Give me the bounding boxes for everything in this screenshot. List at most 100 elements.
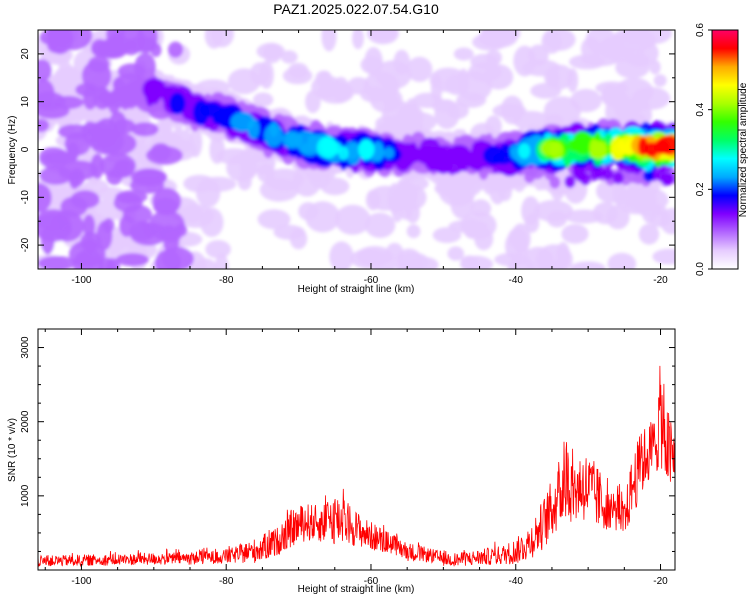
spectrogram-cell <box>84 237 96 253</box>
spectrogram-cell <box>148 89 161 105</box>
spectrogram-cell <box>523 246 554 269</box>
spectrogram-cell <box>429 67 468 93</box>
spectrogram-cell <box>524 213 540 233</box>
spectrogram-cell <box>383 147 395 159</box>
spectrogram-cell <box>70 190 100 209</box>
spectrogram-y-axis-label: Frequency (Hz) <box>7 116 18 185</box>
spectrogram-cell <box>589 138 599 158</box>
spectrogram-cell <box>434 179 471 198</box>
spectrogram-cell <box>256 42 285 60</box>
spectrogram-cell <box>359 140 373 161</box>
spectrogram-cell <box>237 173 252 191</box>
spectrogram-cell <box>493 152 514 165</box>
spectrogram-cell <box>305 90 321 114</box>
spectrogram-cell <box>321 30 337 52</box>
snr-x-tick-label: -80 <box>219 576 234 587</box>
snr-x-axis-label: Height of straight line (km) <box>298 584 415 595</box>
spectrogram-cell <box>90 39 109 57</box>
spectrogram-cell <box>434 99 460 130</box>
spectrogram-cell <box>338 146 349 161</box>
spectrogram-cell <box>282 67 313 85</box>
spectrogram-cell <box>205 240 231 259</box>
spectrogram-cell <box>191 156 207 179</box>
spectrogram-cell <box>247 118 260 139</box>
snr-x-tick-label: -60 <box>364 576 379 587</box>
spectrogram-cell <box>38 183 52 213</box>
spectrogram-cell <box>38 91 66 111</box>
spectrogram-cell <box>486 174 504 189</box>
spectrogram-cell <box>614 77 654 106</box>
spectrogram-x-axis: -100 -80 -60 -40 -20 <box>44 30 668 286</box>
spectrogram-cell <box>505 230 529 262</box>
spectrogram-cell <box>167 41 184 58</box>
figure-title: PAZ1.2025.022.07.54.G10 <box>273 1 439 17</box>
spectrogram-cell <box>575 138 590 151</box>
spectrogram-cell <box>295 130 317 154</box>
spectrogram-cell <box>605 98 625 126</box>
spectrogram-cell <box>540 140 561 156</box>
spectrogram-cell <box>305 201 341 233</box>
spectrogram-cell <box>321 136 333 155</box>
spectrogram-cell <box>360 56 384 74</box>
spectrogram-cell <box>100 37 136 54</box>
spectrogram-cell <box>602 167 614 181</box>
spectrogram-cell <box>195 79 230 96</box>
spectrogram-cell <box>570 88 602 113</box>
colorbar: 0.0 0.2 0.4 0.6 Normalized spectral amplitu… <box>695 23 749 276</box>
spectrogram-cell <box>129 222 169 246</box>
spectrogram-cell <box>183 174 216 193</box>
snr-y-tick-label: 3000 <box>20 336 31 359</box>
spectrogram-cell <box>617 30 657 52</box>
spectrogram-cell <box>460 211 497 240</box>
colorbar-label: Normalized spectral amplitude <box>738 82 749 217</box>
spectrogram-cell <box>624 139 634 156</box>
spectrogram-cell <box>459 255 494 269</box>
spectrogram-cell <box>257 209 291 230</box>
spectrogram-cell <box>612 171 624 185</box>
spectrogram-cell <box>204 30 224 49</box>
spectrogram-cell <box>39 166 73 185</box>
spectrogram-cell <box>649 59 661 75</box>
spectrogram-cell <box>567 68 579 93</box>
spectrogram-cell <box>660 208 675 235</box>
spectrogram-cell <box>663 172 675 185</box>
spectrogram-cell <box>146 146 183 165</box>
colorbar-tick-label: 0.4 <box>695 102 706 116</box>
spectrogram-cell <box>397 184 427 211</box>
spectrogram-field <box>38 30 675 269</box>
spectrogram-cell <box>418 146 437 161</box>
spectrogram-cell <box>375 115 403 132</box>
spectrogram-cell <box>595 179 628 204</box>
snr-x-tick-label: -40 <box>509 576 524 587</box>
spectrogram-y-tick-label: -20 <box>20 237 31 252</box>
snr-y-tick-label: 2000 <box>20 410 31 433</box>
spectrogram-cell <box>544 30 576 51</box>
spectrogram-cell <box>598 36 627 61</box>
spectrogram-cell <box>47 30 74 55</box>
spectrogram-cell <box>615 56 650 79</box>
spectrogram-cell <box>564 209 604 224</box>
spectrogram-cell <box>395 248 424 269</box>
spectrogram-cell <box>546 210 568 228</box>
spectrogram-cell <box>174 223 188 237</box>
spectrogram-cell <box>38 146 69 169</box>
colorbar-gradient <box>711 29 739 270</box>
colorbar-tick-label: 0.6 <box>695 23 706 37</box>
spectrogram-cell <box>289 228 308 250</box>
snr-x-axis: -100 -80 -60 -40 -20 <box>44 329 668 587</box>
spectrogram-cell <box>374 60 412 90</box>
spectrogram-cell <box>447 246 465 261</box>
spectrogram-cell <box>249 62 271 86</box>
spectrogram-cell <box>101 91 116 108</box>
spectrogram-cell <box>66 142 79 162</box>
spectrogram-y-tick-label: 10 <box>20 96 31 108</box>
spectrogram-cell <box>81 60 112 92</box>
spectrogram-cell <box>534 178 545 191</box>
spectrogram-cell <box>512 111 551 130</box>
spectrogram-cell <box>432 227 462 244</box>
spectrogram-cell <box>401 145 420 161</box>
spectrogram-y-axis: -20 -10 0 10 20 <box>20 29 675 270</box>
snr-y-axis: 1000 2000 3000 <box>20 328 675 571</box>
